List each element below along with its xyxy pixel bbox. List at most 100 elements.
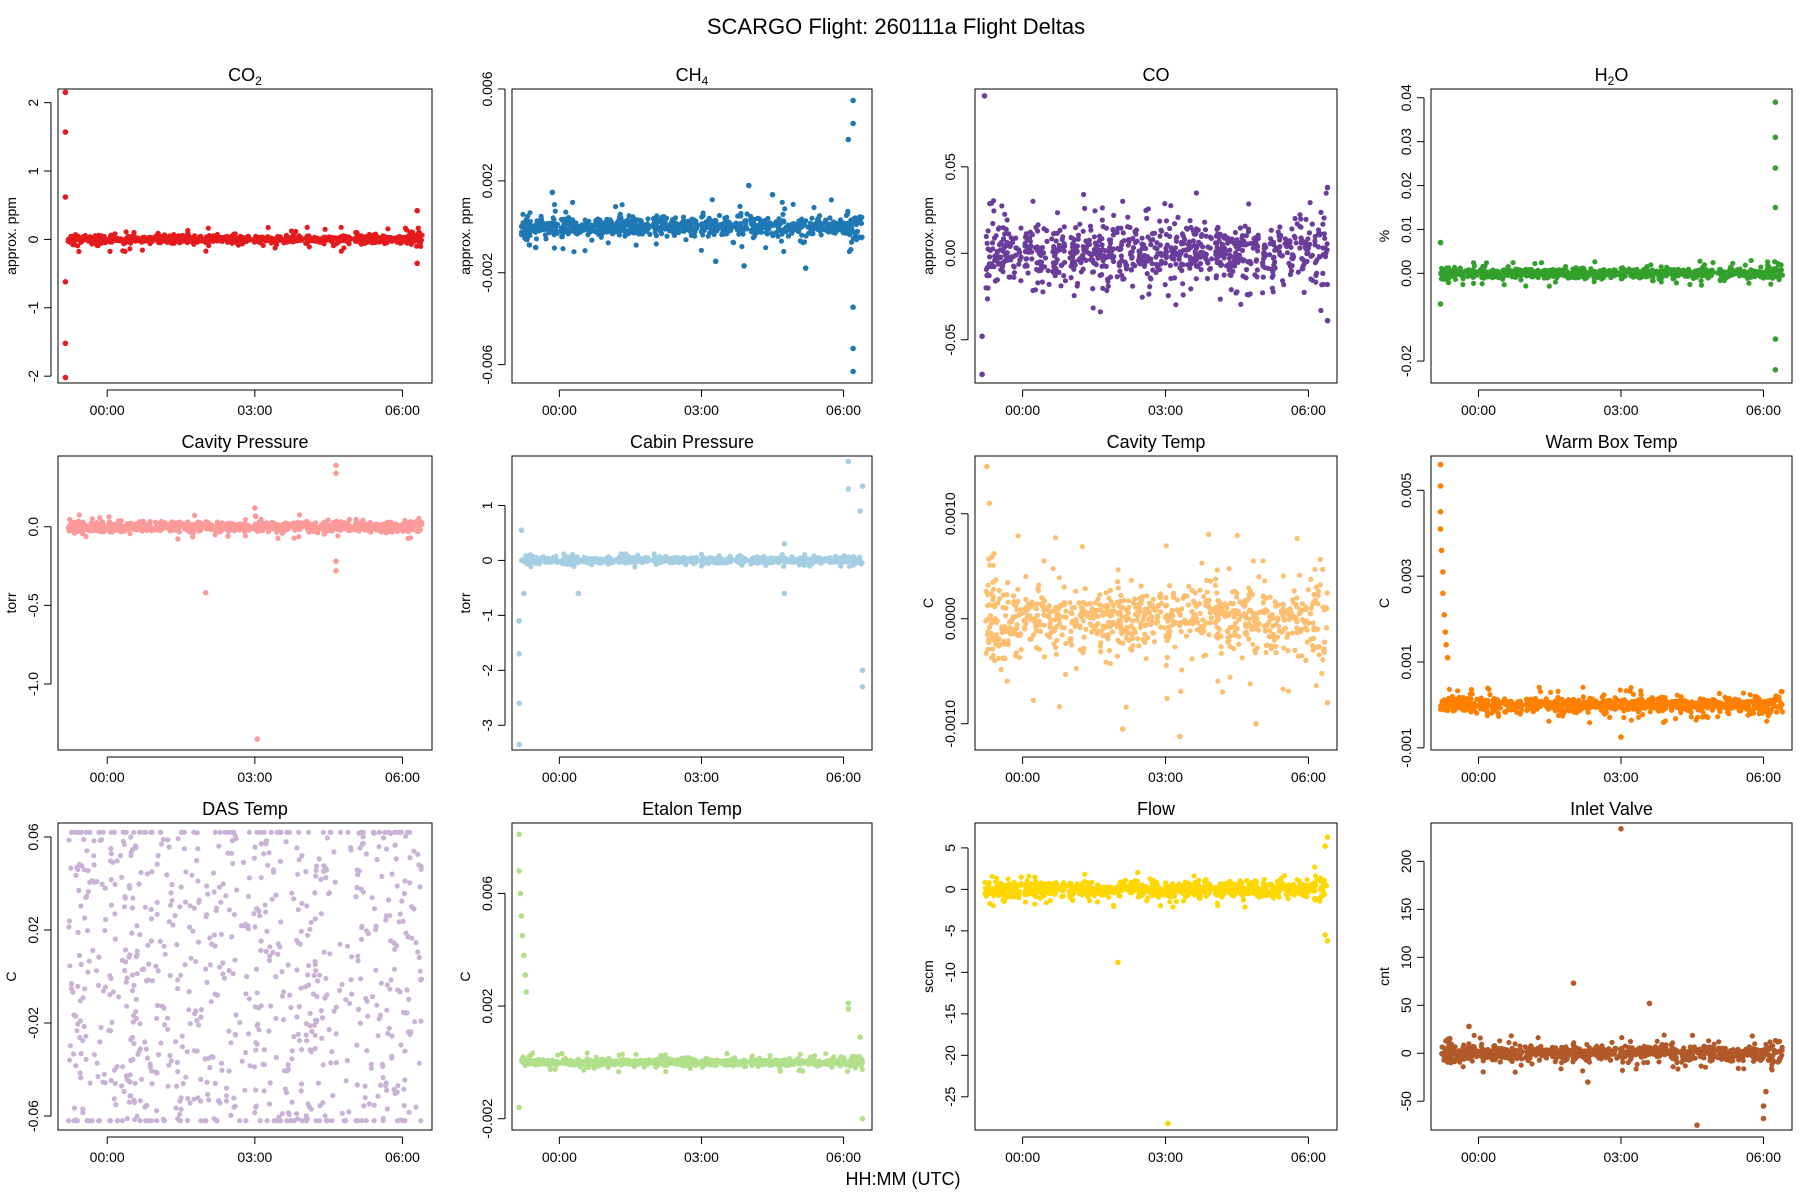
data-point — [1052, 253, 1058, 259]
data-point — [171, 526, 178, 532]
data-point — [1628, 271, 1634, 277]
data-point — [1235, 240, 1241, 246]
data-point — [1214, 231, 1221, 237]
data-point — [304, 224, 310, 230]
data-point — [194, 238, 200, 244]
data-point — [1223, 248, 1229, 254]
data-point — [385, 529, 391, 535]
data-point — [1321, 231, 1327, 237]
data-point — [1240, 273, 1246, 279]
data-point — [1192, 248, 1198, 254]
data-point — [139, 525, 145, 531]
data-point — [66, 237, 72, 243]
data-point — [154, 236, 160, 242]
data-point — [1298, 224, 1304, 230]
data-point — [684, 218, 690, 225]
data-point — [1061, 273, 1067, 279]
data-point — [232, 231, 238, 237]
data-point — [1255, 248, 1261, 254]
data-point — [533, 222, 540, 228]
data-point — [778, 220, 785, 226]
data-point — [1150, 267, 1156, 273]
data-points — [979, 93, 1331, 378]
data-point — [1100, 285, 1106, 291]
data-point — [1214, 245, 1220, 251]
data-point — [1204, 275, 1210, 282]
data-point — [638, 219, 644, 226]
data-point — [1148, 276, 1154, 282]
data-point — [1050, 260, 1056, 266]
data-point — [818, 232, 824, 238]
data-point — [833, 228, 839, 235]
data-point — [1321, 251, 1327, 257]
outlier-point — [549, 189, 556, 196]
data-point — [106, 522, 113, 528]
data-point — [1213, 273, 1219, 279]
data-point — [1191, 230, 1197, 237]
data-point — [411, 520, 417, 526]
data-point — [567, 227, 573, 233]
x-tick-label: 03:00 — [237, 769, 272, 785]
y-tick-label: 0 — [25, 235, 41, 243]
data-point — [561, 219, 567, 225]
data-point — [1017, 257, 1023, 263]
data-point — [740, 231, 746, 237]
x-tick-label: 00:00 — [1461, 402, 1496, 418]
outlier-point — [414, 260, 421, 267]
data-point — [1658, 279, 1664, 285]
data-point — [1321, 215, 1327, 221]
data-point — [781, 248, 787, 255]
data-point — [612, 225, 618, 231]
outlier-point — [850, 345, 856, 352]
data-point — [664, 233, 670, 239]
y-tick-label: 0.006 — [479, 71, 495, 106]
data-point — [709, 197, 715, 203]
data-point — [1151, 230, 1158, 236]
data-point — [1272, 247, 1278, 253]
data-point — [1038, 252, 1044, 258]
data-point — [526, 230, 532, 237]
data-point — [1062, 259, 1068, 266]
data-point — [1583, 275, 1589, 281]
data-point — [273, 242, 280, 248]
data-point — [1050, 268, 1056, 274]
x-tick-label: 00:00 — [90, 769, 125, 785]
data-point — [1228, 272, 1234, 278]
data-points — [518, 97, 865, 375]
data-point — [1517, 268, 1523, 274]
data-point — [132, 522, 138, 528]
outlier-point — [532, 244, 539, 251]
data-point — [1639, 271, 1645, 277]
data-point — [370, 523, 376, 529]
outlier-point — [1324, 184, 1331, 191]
data-point — [1183, 252, 1189, 259]
data-point — [790, 201, 796, 207]
data-point — [724, 219, 731, 225]
data-point — [276, 525, 282, 531]
data-point — [107, 529, 113, 535]
data-point — [1071, 251, 1077, 257]
data-point — [779, 199, 785, 205]
data-point — [1195, 253, 1201, 259]
data-point — [1232, 229, 1238, 236]
x-axis: 00:00 03:00 06:00 — [1005, 389, 1326, 418]
data-point — [1163, 252, 1169, 258]
data-point — [1144, 271, 1150, 277]
y-tick-label: -0.5 — [25, 593, 41, 617]
data-point — [79, 531, 86, 537]
data-point — [519, 230, 525, 236]
outlier-point — [1772, 165, 1779, 171]
y-tick-label: -0.02 — [1398, 345, 1414, 377]
data-point — [811, 204, 817, 211]
data-point — [1163, 245, 1169, 251]
data-point — [653, 241, 659, 247]
data-point — [262, 235, 268, 241]
data-point — [1029, 256, 1035, 262]
data-point — [311, 236, 318, 242]
data-point — [1237, 225, 1243, 231]
data-point — [1741, 272, 1748, 278]
data-point — [782, 206, 788, 212]
data-point — [404, 240, 410, 246]
data-point — [291, 232, 297, 238]
